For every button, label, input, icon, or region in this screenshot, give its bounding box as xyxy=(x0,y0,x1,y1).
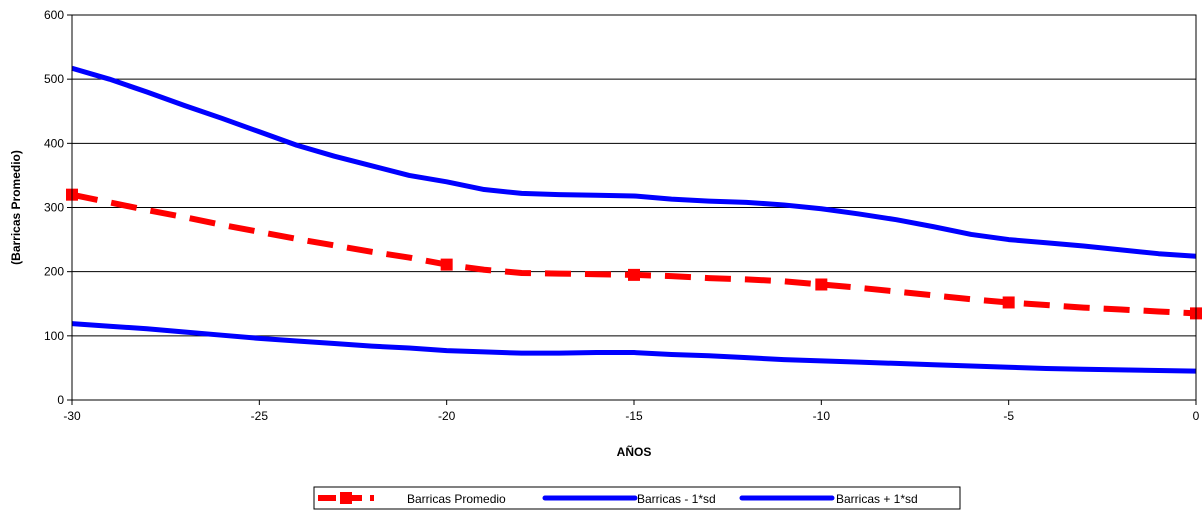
y-tick-label: 500 xyxy=(44,72,64,86)
y-axis-title: (Barricas Promedio) xyxy=(9,150,23,265)
series-line-2 xyxy=(71,321,1197,374)
x-tick-label: -20 xyxy=(438,409,456,423)
x-tick-label: -15 xyxy=(625,409,643,423)
x-tick-label: -30 xyxy=(63,409,81,423)
legend-label-3: Barricas + 1*sd xyxy=(836,492,918,506)
y-tick-label: 200 xyxy=(44,265,64,279)
series-line-1 xyxy=(71,191,1197,317)
x-axis-ticks: -30 -25 -20 -15 -10 -5 0 xyxy=(63,400,1200,423)
y-tick-label: 300 xyxy=(44,201,64,215)
x-axis-title: AÑOS xyxy=(617,444,652,459)
series-marker xyxy=(440,258,453,271)
x-tick-label: -10 xyxy=(813,409,831,423)
series-marker xyxy=(1002,296,1015,309)
legend-label-1: Barricas Promedio xyxy=(407,492,506,506)
legend: Barricas Promedio Barricas - 1*sd Barricas… xyxy=(313,486,961,510)
series-marker xyxy=(628,268,640,281)
y-axis-ticks: 0 100 200 300 400 500 600 xyxy=(44,8,72,407)
y-tick-label: 100 xyxy=(44,329,64,343)
y-tick-label: 0 xyxy=(57,393,64,407)
x-tick-label: -25 xyxy=(251,409,269,423)
x-tick-label: -5 xyxy=(1003,409,1014,423)
y-tick-label: 400 xyxy=(44,136,64,150)
series-line-3 xyxy=(71,65,1197,259)
y-tick-label: 600 xyxy=(44,8,64,22)
legend-marker-1 xyxy=(340,492,352,504)
series-marker xyxy=(815,278,828,291)
series-layer xyxy=(66,65,1202,374)
x-tick-label: 0 xyxy=(1193,409,1200,423)
gridlines xyxy=(72,14,1196,401)
legend-label-2: Barricas - 1*sd xyxy=(637,492,716,506)
